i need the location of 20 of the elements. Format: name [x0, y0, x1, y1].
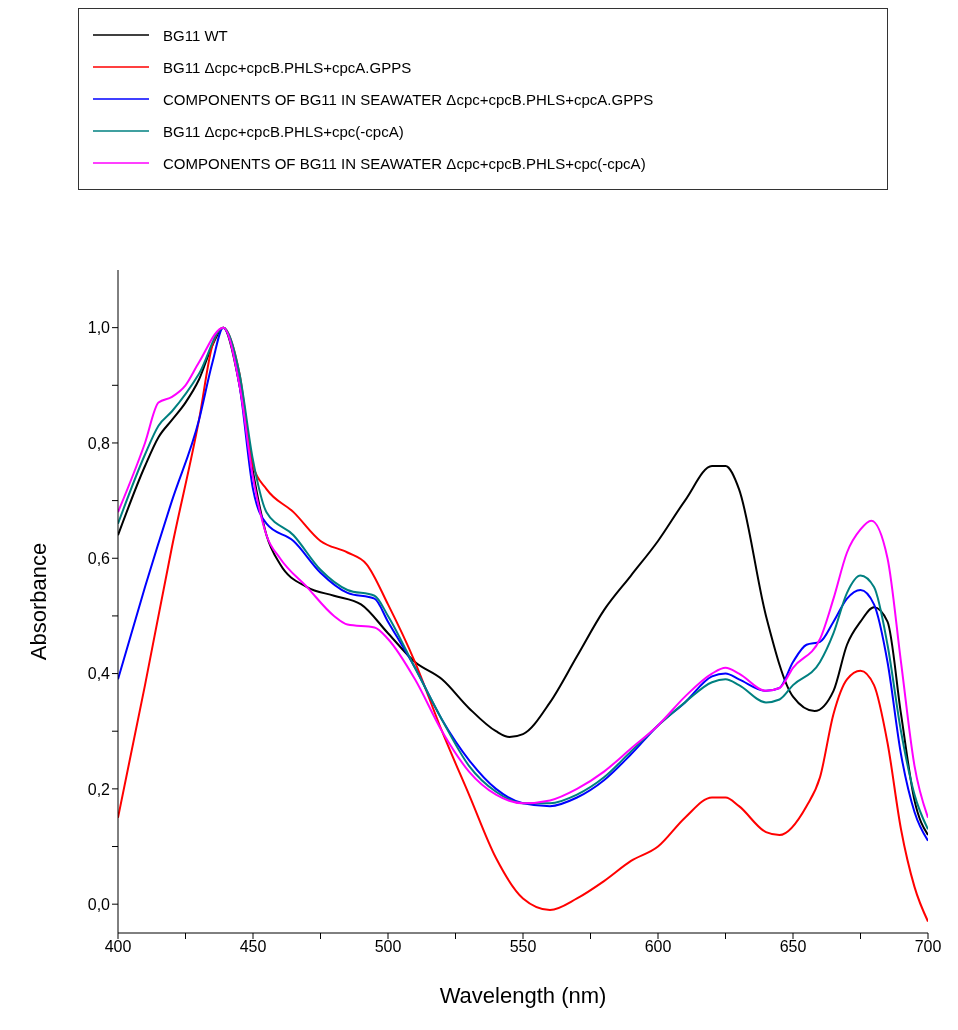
legend-label: BG11 WT	[163, 26, 228, 44]
legend-label: BG11 Δcpc+cpcB.PHLS+cpcA.GPPS	[163, 58, 412, 76]
y-tick-label: 1,0	[87, 319, 111, 337]
x-axis-title: Wavelength (nm)	[439, 983, 607, 1008]
y-tick-label: 0,8	[87, 434, 111, 452]
y-tick-label: 0,0	[87, 895, 111, 913]
y-tick-label: 0,2	[87, 780, 111, 798]
x-tick-label: 700	[914, 938, 942, 956]
y-tick-label: 0,6	[87, 549, 111, 567]
legend-label: COMPONENTS OF BG11 IN SEAWATER Δcpc+cpcB.PHLS+cpcA.GPPS	[163, 90, 654, 108]
x-tick-label: 400	[104, 938, 132, 956]
legend-label: BG11 Δcpc+cpcB.PHLS+cpc(-cpcA)	[163, 122, 404, 140]
legend-label: COMPONENTS OF BG11 IN SEAWATER Δcpc+cpcB.PHLS+cpc(-cpcA)	[163, 154, 646, 172]
y-tick-label: 0,4	[87, 665, 111, 683]
x-tick-label: 550	[509, 938, 537, 956]
x-tick-label: 650	[779, 938, 807, 956]
y-axis-title: Absorbance	[25, 542, 51, 661]
x-tick-label: 600	[644, 938, 672, 956]
x-tick-label: 450	[239, 938, 267, 956]
x-tick-label: 500	[374, 938, 402, 956]
